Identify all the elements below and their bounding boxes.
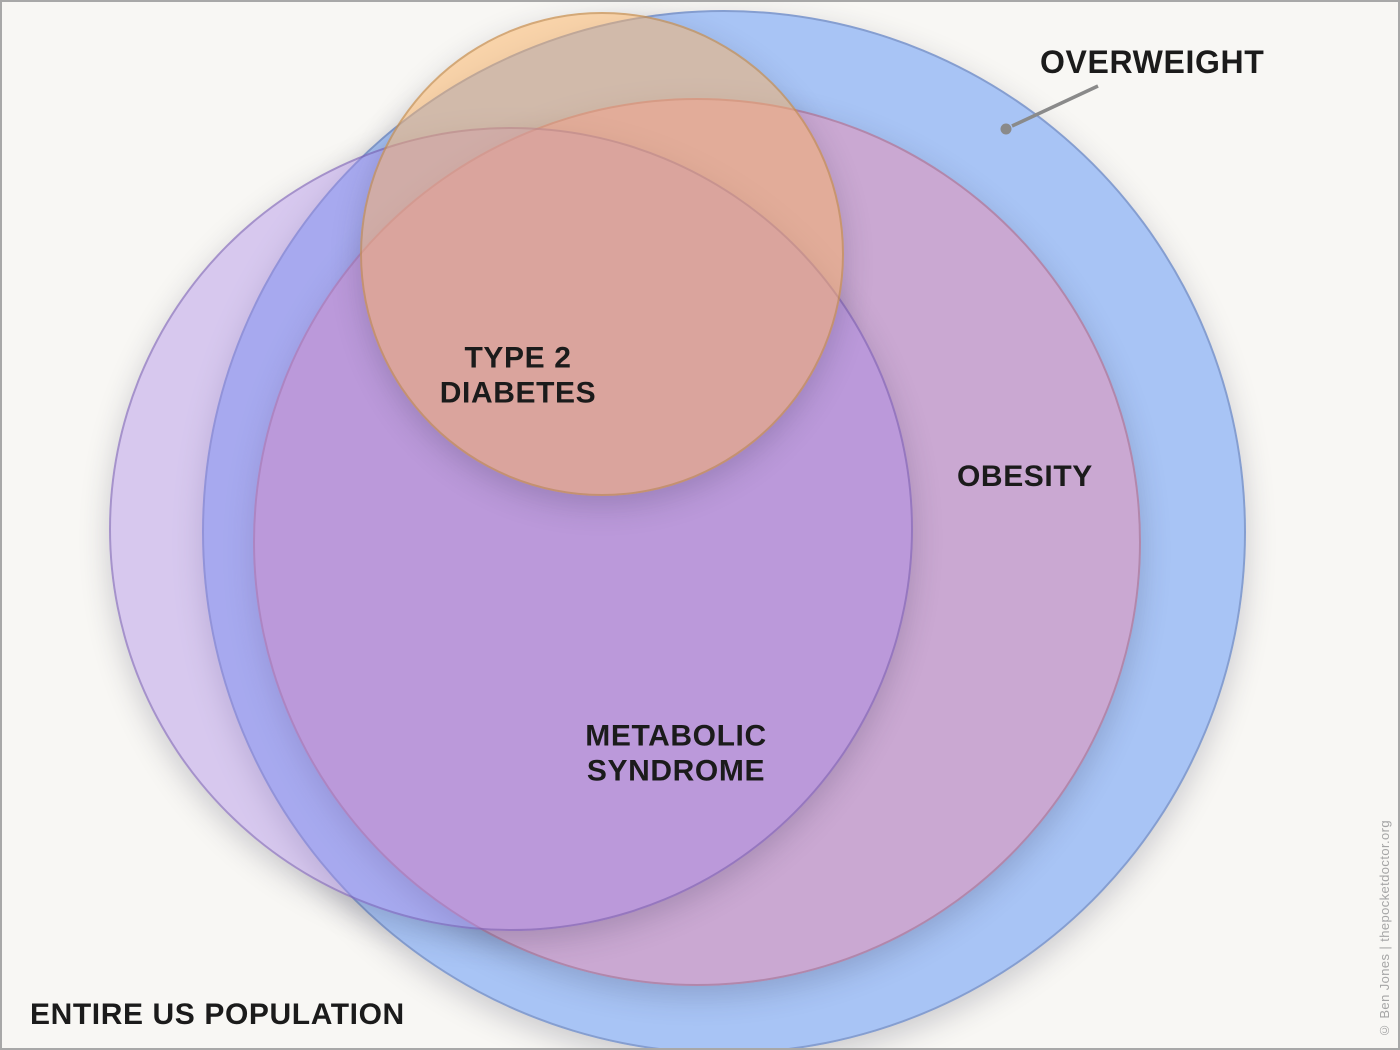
type2-diabetes-label-line2: DIABETES: [439, 377, 597, 410]
metabolic-syndrome-label: METABOLIC SYNDROME: [585, 719, 767, 790]
metabolic-syndrome-label-line2: SYNDROME: [586, 755, 766, 788]
metabolic-syndrome-label-line1: METABOLIC: [585, 719, 767, 753]
population-label: ENTIRE US POPULATION: [30, 998, 405, 1031]
credit-text: © Ben Jones | thepocketdoctor.org: [1377, 819, 1392, 1038]
overweight-label: OVERWEIGHT: [1040, 44, 1265, 80]
type2-diabetes-circle: [360, 12, 844, 496]
type2-diabetes-label: TYPE 2 DIABETES: [440, 341, 597, 412]
type2-diabetes-label-line1: TYPE 2: [464, 341, 572, 375]
obesity-label: OBESITY: [957, 460, 1093, 493]
